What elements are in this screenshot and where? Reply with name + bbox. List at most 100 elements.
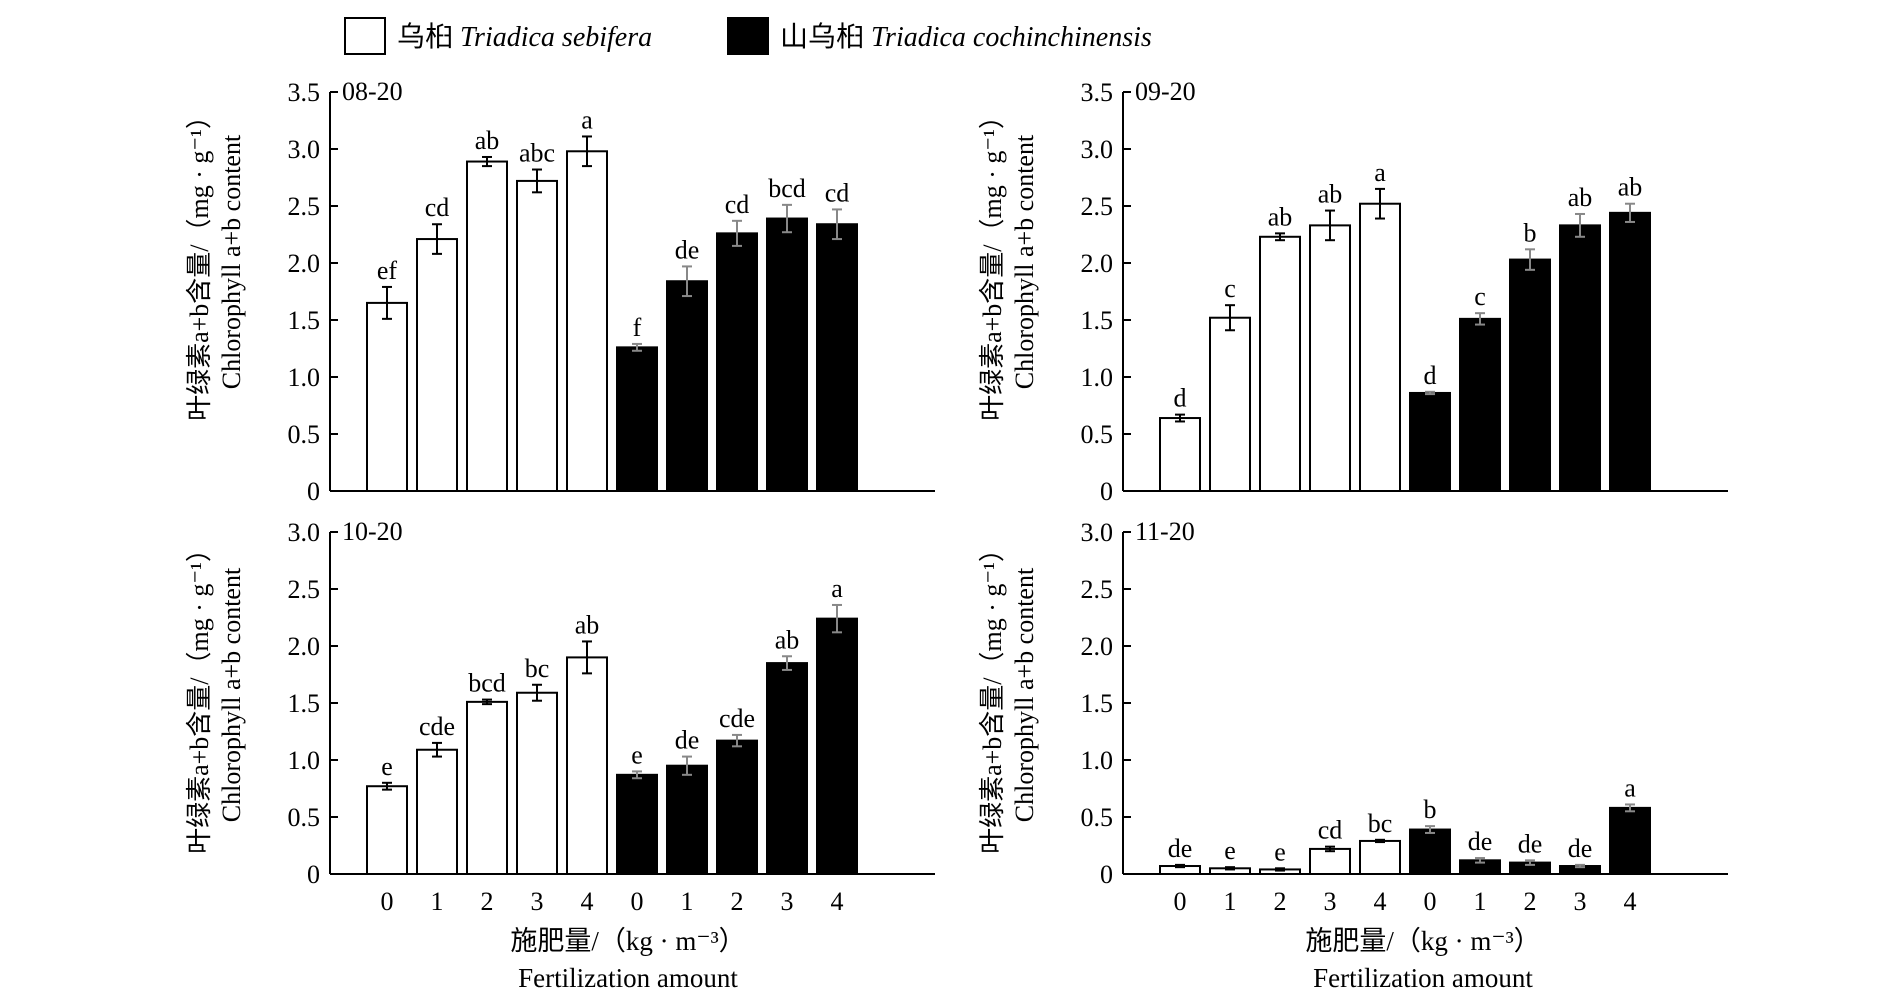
y-tick-label: 2.5 <box>1081 575 1114 604</box>
y-tick-label: 1.0 <box>1081 746 1114 775</box>
significance-label: cde <box>719 704 755 733</box>
bar <box>416 748 458 875</box>
bar <box>1159 417 1201 493</box>
bar <box>1609 211 1651 492</box>
x-tick-label: 1 <box>681 887 694 916</box>
significance-label: ab <box>1568 183 1593 212</box>
significance-label: e <box>1224 836 1236 865</box>
legend-swatch-sebifera <box>344 17 386 55</box>
x-axis-title-en: Fertilization amount <box>1313 963 1533 993</box>
bar <box>1309 847 1351 875</box>
y-axis-title-en: Chlorophyll a+b content <box>217 567 246 822</box>
y-axis-title-cn: 叶绿素a+b含量/（mg · g⁻¹） <box>185 103 214 421</box>
bar <box>1509 258 1551 492</box>
significance-label: de <box>675 235 700 264</box>
chart-panel-11-20: 0 0.5 1.0 1.5 2.0 2.5 3.0 11-20 de 0 e 1 e 2 cd 3 bc 4 b 0 d… <box>1081 517 1728 916</box>
bar <box>666 764 708 876</box>
bar <box>716 739 758 875</box>
y-tick-label: 0.5 <box>288 803 321 832</box>
y-tick-label: 1.0 <box>288 363 321 392</box>
y-tick-label: 3.0 <box>288 518 321 547</box>
y-tick-label: 1.0 <box>1081 363 1114 392</box>
significance-label: cd <box>825 178 850 207</box>
y-axis-title-en: Chlorophyll a+b content <box>1010 134 1039 389</box>
x-tick-label: 0 <box>1424 887 1437 916</box>
significance-label: de <box>1168 834 1193 863</box>
significance-label: a <box>1624 773 1636 802</box>
y-axis-title-panel-3: 叶绿素a+b含量/（mg · g⁻¹） Chlorophyll a+b cont… <box>185 536 246 854</box>
bar <box>1559 224 1601 492</box>
x-tick-label: 3 <box>781 887 794 916</box>
y-tick-label: 1.5 <box>1081 689 1114 718</box>
x-tick-label: 0 <box>381 887 394 916</box>
x-tick-label: 4 <box>1374 887 1387 916</box>
x-tick-label: 2 <box>1524 887 1537 916</box>
y-tick-label: 2.0 <box>288 632 321 661</box>
y-tick-label: 3.0 <box>1081 518 1114 547</box>
significance-label: de <box>675 726 700 755</box>
significance-label: bcd <box>468 669 506 698</box>
y-tick-label: 1.5 <box>288 689 321 718</box>
y-axis-title-en: Chlorophyll a+b content <box>1010 567 1039 822</box>
y-tick-label: 2.0 <box>288 249 321 278</box>
legend-label-sebifera: 乌桕 Triadica sebifera <box>397 21 652 53</box>
x-tick-label: 1 <box>1224 887 1237 916</box>
panel-title: 09-20 <box>1135 77 1196 106</box>
y-tick-label: 1.0 <box>288 746 321 775</box>
legend: 乌桕 Triadica sebifera 山乌桕 Triadica cochin… <box>344 17 1152 55</box>
significance-label: a <box>831 574 843 603</box>
significance-label: c <box>1224 274 1236 303</box>
y-axis-title-cn: 叶绿素a+b含量/（mg · g⁻¹） <box>978 536 1007 854</box>
y-tick-label: 2.0 <box>1081 249 1114 278</box>
y-tick-label: 3.5 <box>1081 78 1114 107</box>
significance-label: de <box>1468 827 1493 856</box>
panel-title: 10-20 <box>342 517 403 546</box>
bar <box>716 232 758 493</box>
significance-label: ab <box>1318 180 1343 209</box>
bar <box>1309 224 1351 492</box>
bar <box>566 150 608 492</box>
bar <box>816 617 858 876</box>
y-tick-label: 0.5 <box>288 420 321 449</box>
x-tick-label: 3 <box>1574 887 1587 916</box>
significance-label: bc <box>1368 809 1393 838</box>
y-axis-title-panel-2: 叶绿素a+b含量/（mg · g⁻¹） Chlorophyll a+b cont… <box>978 103 1039 421</box>
bar <box>816 223 858 493</box>
bar <box>466 700 508 875</box>
bar <box>366 785 408 875</box>
x-tick-label: 2 <box>731 887 744 916</box>
x-axis-title-en: Fertilization amount <box>518 963 738 993</box>
y-axis-title-panel-1: 叶绿素a+b含量/（mg · g⁻¹） Chlorophyll a+b cont… <box>185 103 246 421</box>
significance-label: f <box>633 313 642 342</box>
bar <box>1409 828 1451 875</box>
y-axis-title-en: Chlorophyll a+b content <box>217 134 246 389</box>
legend-label-cochinchinensis: 山乌桕 Triadica cochinchinensis <box>780 21 1152 53</box>
significance-label: e <box>381 752 393 781</box>
panel-title: 11-20 <box>1135 517 1195 546</box>
bar <box>1209 316 1251 492</box>
x-tick-label: 3 <box>1324 887 1337 916</box>
y-tick-label: 0.5 <box>1081 420 1114 449</box>
significance-label: d <box>1424 361 1437 390</box>
bar <box>616 346 658 492</box>
significance-label: cd <box>1318 816 1343 845</box>
y-tick-label: 0 <box>1100 860 1113 889</box>
y-tick-label: 3.0 <box>1081 135 1114 164</box>
x-tick-label: 0 <box>1174 887 1187 916</box>
significance-label: d <box>1174 384 1187 413</box>
chart-panel-10-20: 0 0.5 1.0 1.5 2.0 2.5 3.0 10-20 e 0 cde 1 bcd 2 bc 3 ab 4… <box>288 517 935 916</box>
bar <box>516 179 558 492</box>
significance-label: cde <box>419 712 455 741</box>
significance-label: a <box>1374 158 1386 187</box>
bar <box>366 301 408 492</box>
y-tick-label: 2.5 <box>288 575 321 604</box>
significance-label: e <box>631 740 643 769</box>
significance-label: c <box>1474 282 1486 311</box>
y-tick-label: 2.5 <box>1081 192 1114 221</box>
significance-label: e <box>1274 837 1286 866</box>
x-axis-title-left: 施肥量/（kg · m⁻³） Fertilization amount <box>510 926 745 993</box>
bar <box>516 691 558 875</box>
